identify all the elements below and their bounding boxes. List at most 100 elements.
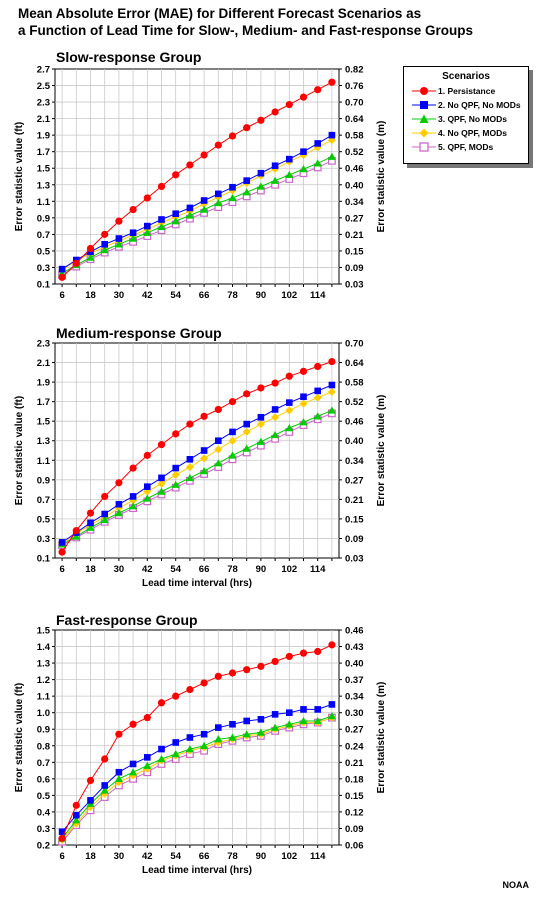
y-axis-tick-label: 1.1: [37, 692, 51, 703]
y-axis-tick-label: 1.3: [37, 659, 50, 670]
y-axis-tick-label: 2.1: [37, 358, 51, 369]
y-axis-tick-label: 0.3: [37, 824, 50, 835]
data-point-square: [215, 437, 222, 445]
panel-title-slow: Slow-response Group: [56, 49, 202, 65]
y2-axis-tick-label: 0.58: [345, 131, 364, 142]
y2-axis-tick-label: 0.40: [345, 180, 364, 191]
data-point-circle: [186, 161, 194, 169]
data-point-diamond: [271, 413, 280, 422]
data-point-square: [101, 510, 108, 518]
data-point-square: [200, 730, 208, 738]
data-point-triangle: [256, 728, 265, 736]
data-point-triangle: [157, 222, 166, 231]
x-axis-tick-label: 102: [281, 851, 297, 862]
data-point-diamond: [256, 420, 265, 429]
y-axis-tick-label: 1.0: [37, 708, 50, 719]
data-point-circle: [257, 116, 265, 124]
data-point-triangle: [327, 712, 336, 720]
chart-medium-response: 0.1 0.03 0.3 0.09 0.5 0.15 0.7 0.21 0.9 0.27 1.1 0.…: [14, 339, 387, 590]
data-point-circle: [314, 86, 322, 94]
x-axis-tick-label: 102: [281, 290, 297, 300]
data-point-square: [158, 745, 165, 753]
data-point-circle: [314, 362, 322, 371]
data-point-square: [129, 229, 137, 237]
data-point-square: [286, 399, 293, 406]
y2-axis-tick-label: 0.40: [345, 659, 364, 670]
data-point-square: [243, 177, 250, 184]
data-point-square: [328, 381, 336, 389]
y2-axis-tick-label: 0.27: [345, 475, 364, 486]
x-axis-tick-label: 90: [256, 564, 267, 575]
data-point-triangle: [129, 234, 138, 242]
data-point-triangle: [100, 786, 109, 794]
data-point-triangle: [327, 406, 336, 414]
data-point-circle: [72, 259, 80, 267]
data-point-triangle: [185, 211, 194, 219]
data-point-square: [243, 717, 250, 725]
x-axis-tick-label: 30: [114, 290, 125, 300]
data-point-circle: [172, 430, 180, 438]
y-axis-tick-label: 0.4: [37, 807, 51, 818]
data-point-square: [172, 210, 179, 218]
y2-axis-tick-label: 0.15: [345, 246, 364, 257]
data-point-triangle: [214, 459, 223, 467]
data-point-square: [271, 406, 279, 413]
data-point-circle: [228, 398, 237, 406]
data-point-circle: [285, 652, 293, 661]
data-point-diamond: [327, 387, 336, 396]
data-point-circle: [299, 93, 308, 101]
y2-axis-tick-label: 0.34: [345, 197, 364, 208]
data-point-circle: [172, 171, 180, 179]
data-point-triangle: [171, 480, 180, 488]
chart-slow-response: 0.1 0.03 0.3 0.09 0.5 0.15 0.7 0.21 0.9 0.27 1.1 0.…: [14, 65, 387, 301]
data-point-square: [73, 811, 80, 819]
data-point-square: [58, 265, 66, 273]
legend-marker-open-square: [412, 142, 436, 152]
y2-axis-tick-label: 0.70: [345, 98, 364, 109]
x-axis-tick-label: 66: [199, 851, 210, 862]
y2-axis-tick-label: 0.46: [345, 626, 364, 637]
data-point-square: [129, 760, 137, 768]
data-point-square: [158, 216, 165, 223]
data-point-square: [87, 797, 94, 804]
x-axis-tick-label: 42: [142, 290, 153, 300]
panel-title-fast: Fast-response Group: [56, 612, 198, 628]
data-point-square: [271, 711, 279, 718]
y-axis-tick-label: 0.5: [37, 791, 51, 802]
data-point-circle: [271, 379, 279, 387]
y2-axis-tick-label: 0.58: [345, 378, 364, 389]
x-axis-tick-label: 78: [227, 564, 238, 575]
y-axis-label: Error statistic value (ft): [14, 122, 25, 231]
legend-label: 1. Persistance: [438, 86, 496, 96]
x-axis-tick-label: 114: [310, 290, 326, 300]
data-point-triangle: [143, 761, 152, 769]
series-square: [58, 701, 336, 836]
y-axis-tick-label: 0.7: [37, 758, 50, 769]
data-point-circle: [101, 755, 109, 763]
y2-axis-tick-label: 0.15: [345, 514, 364, 525]
y2-axis-tick-label: 0.76: [345, 81, 364, 92]
y-axis-tick-label: 1.5: [37, 626, 51, 637]
data-point-triangle: [157, 755, 166, 763]
data-point-square: [314, 140, 321, 147]
data-point-circle: [243, 124, 251, 132]
data-point-triangle: [242, 730, 251, 738]
y-axis-tick-label: 1.7: [37, 397, 50, 408]
y-axis-tick-label: 2.7: [37, 65, 50, 76]
y2-axis-tick-label: 0.46: [345, 417, 364, 428]
data-point-circle: [200, 679, 208, 687]
data-point-square: [286, 709, 293, 716]
data-point-diamond: [185, 463, 194, 472]
data-point-triangle: [256, 182, 265, 190]
data-point-square: [144, 754, 151, 761]
legend-marker-circle: [412, 87, 436, 95]
data-point-square: [271, 162, 279, 170]
data-point-square: [300, 148, 307, 155]
data-point-triangle: [129, 768, 138, 776]
y2-axis-tick-label: 0.70: [345, 339, 364, 350]
data-point-triangle: [285, 170, 294, 179]
data-point-circle: [157, 182, 166, 191]
x-axis-tick-label: 90: [256, 851, 267, 862]
y-axis-tick-label: 0.7: [37, 495, 50, 506]
legend-item-qpf-mods: 5. QPF, MODs: [404, 140, 528, 154]
